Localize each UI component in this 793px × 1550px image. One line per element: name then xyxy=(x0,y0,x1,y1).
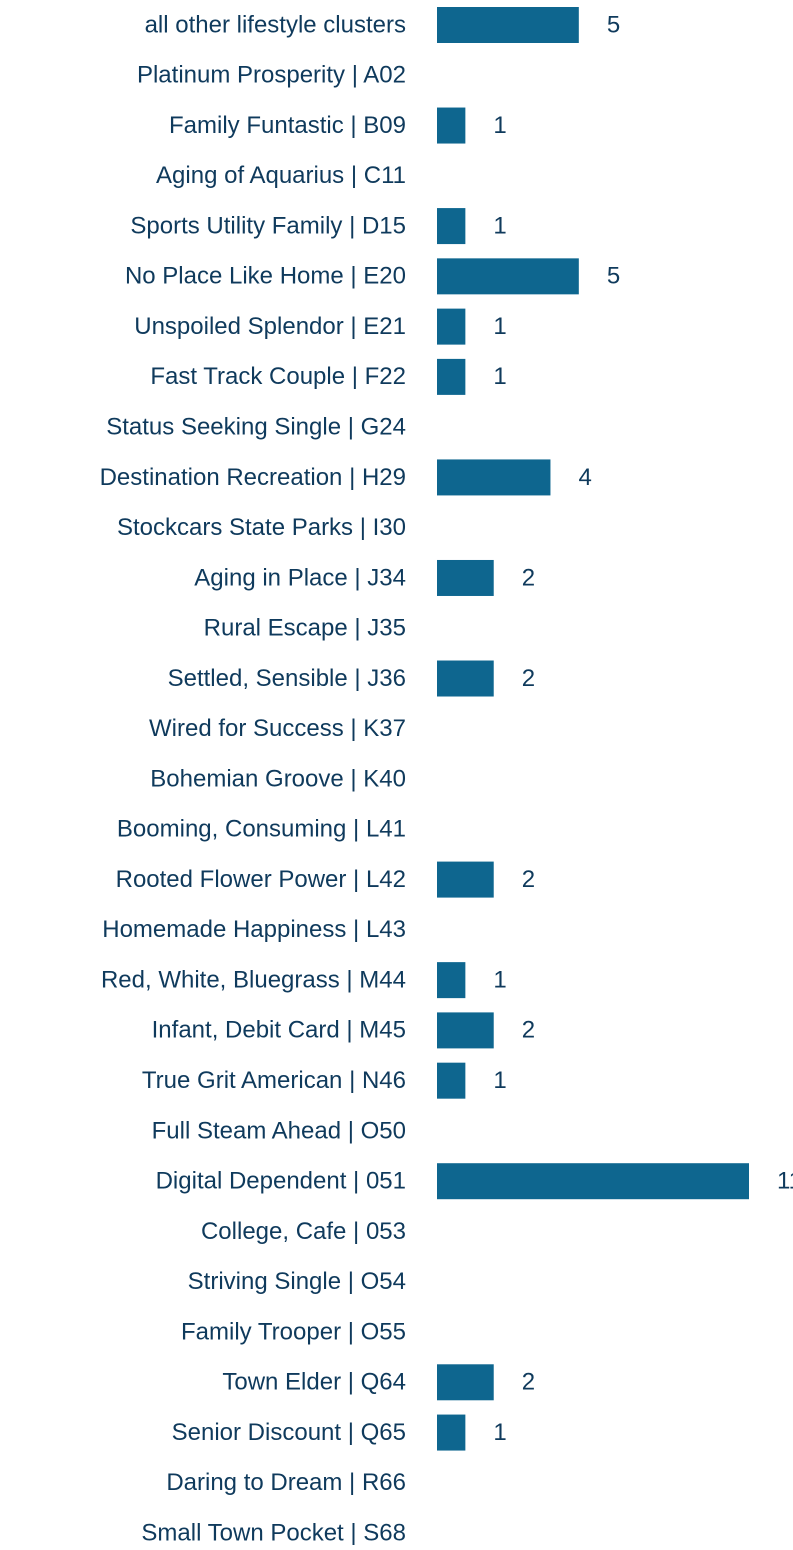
category-label: Platinum Prosperity | A02 xyxy=(137,62,406,89)
category-label: Red, White, Bluegrass | M44 xyxy=(101,966,406,993)
category-label: Destination Recreation | H29 xyxy=(100,464,406,491)
bar xyxy=(437,962,466,999)
value-label: 1 xyxy=(493,112,506,139)
category-label: Family Trooper | O55 xyxy=(181,1318,406,1345)
category-label: Status Seeking Single | G24 xyxy=(106,414,406,441)
value-label: 2 xyxy=(522,1017,535,1044)
category-label: Unspoiled Splendor | E21 xyxy=(134,313,406,340)
bar xyxy=(437,1062,466,1099)
category-label: Stockcars State Parks | I30 xyxy=(117,514,406,541)
category-label: Digital Dependent | 051 xyxy=(156,1168,406,1195)
category-label: Aging of Aquarius | C11 xyxy=(156,162,406,189)
category-label: Small Town Pocket | S68 xyxy=(141,1519,406,1545)
category-label: Infant, Debit Card | M45 xyxy=(152,1017,406,1044)
value-label: 2 xyxy=(522,1369,535,1396)
category-label: Full Steam Ahead | O50 xyxy=(152,1117,406,1144)
category-label: Aging in Place | J34 xyxy=(194,564,406,591)
category-label: Fast Track Couple | F22 xyxy=(150,363,406,390)
bar xyxy=(437,660,494,697)
category-label: True Grit American | N46 xyxy=(142,1067,406,1094)
category-label: No Place Like Home | E20 xyxy=(125,263,406,290)
value-label: 1 xyxy=(493,363,506,390)
value-label: 5 xyxy=(607,11,620,38)
category-label: Senior Discount | Q65 xyxy=(172,1419,406,1446)
category-label: Family Funtastic | B09 xyxy=(169,112,406,139)
bar xyxy=(437,358,466,395)
value-label: 1 xyxy=(493,212,506,239)
category-label: Rural Escape | J35 xyxy=(204,615,406,642)
bar xyxy=(437,1012,494,1049)
value-label: 2 xyxy=(522,665,535,692)
value-label: 11 xyxy=(777,1168,793,1195)
value-label: 4 xyxy=(578,464,591,491)
category-label: Wired for Success | K37 xyxy=(149,715,406,742)
category-label: College, Cafe | 053 xyxy=(201,1218,406,1245)
value-label: 1 xyxy=(493,313,506,340)
value-label: 2 xyxy=(522,564,535,591)
bar xyxy=(437,208,466,245)
bar xyxy=(437,1364,494,1401)
category-label: Sports Utility Family | D15 xyxy=(130,212,406,239)
bar xyxy=(437,7,579,43)
category-label: Bohemian Groove | K40 xyxy=(150,765,406,792)
category-label: all other lifestyle clusters xyxy=(145,11,406,38)
category-label: Town Elder | Q64 xyxy=(222,1369,406,1396)
bar xyxy=(437,308,466,345)
category-label: Rooted Flower Power | L42 xyxy=(116,866,406,893)
category-label: Booming, Consuming | L41 xyxy=(117,816,406,843)
value-label: 2 xyxy=(522,866,535,893)
category-label: Striving Single | O54 xyxy=(188,1268,406,1295)
bar xyxy=(437,1414,466,1451)
bar xyxy=(437,107,466,144)
bar xyxy=(437,559,494,596)
value-label: 1 xyxy=(493,1067,506,1094)
value-label: 1 xyxy=(493,1419,506,1446)
bar xyxy=(437,258,579,295)
category-label: Daring to Dream | R66 xyxy=(166,1469,406,1496)
category-label: Homemade Happiness | L43 xyxy=(102,916,406,943)
bar xyxy=(437,1163,749,1200)
category-label: Settled, Sensible | J36 xyxy=(168,665,406,692)
bar xyxy=(437,459,551,496)
bar xyxy=(437,861,494,898)
value-label: 5 xyxy=(607,263,620,290)
value-label: 1 xyxy=(493,966,506,993)
